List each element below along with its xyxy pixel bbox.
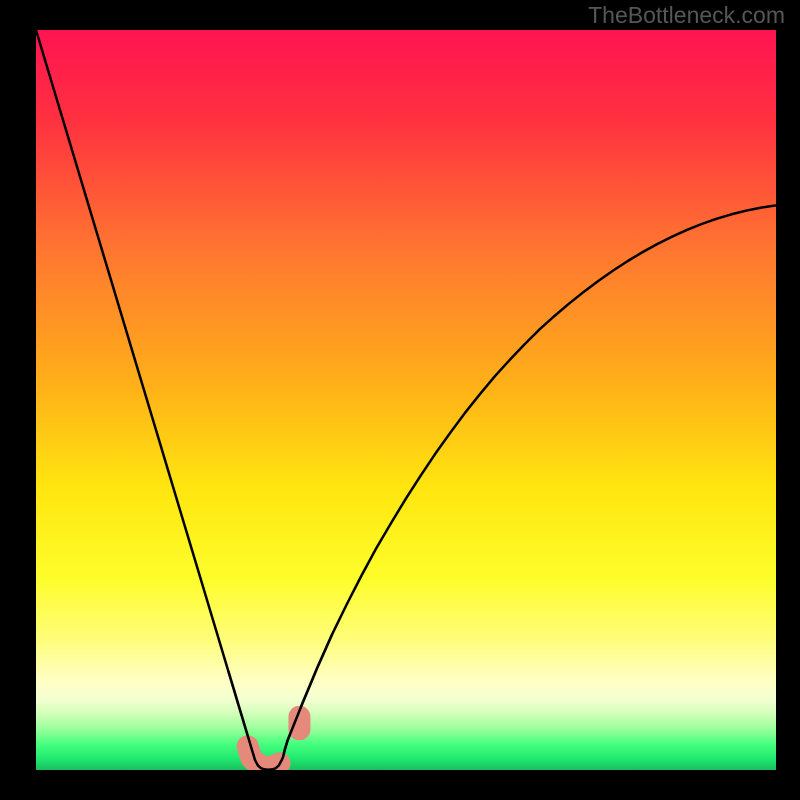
watermark-text: TheBottleneck.com	[588, 2, 785, 29]
chart-frame: TheBottleneck.com	[0, 0, 800, 800]
plot-area	[36, 30, 776, 770]
plot-svg	[36, 30, 776, 770]
